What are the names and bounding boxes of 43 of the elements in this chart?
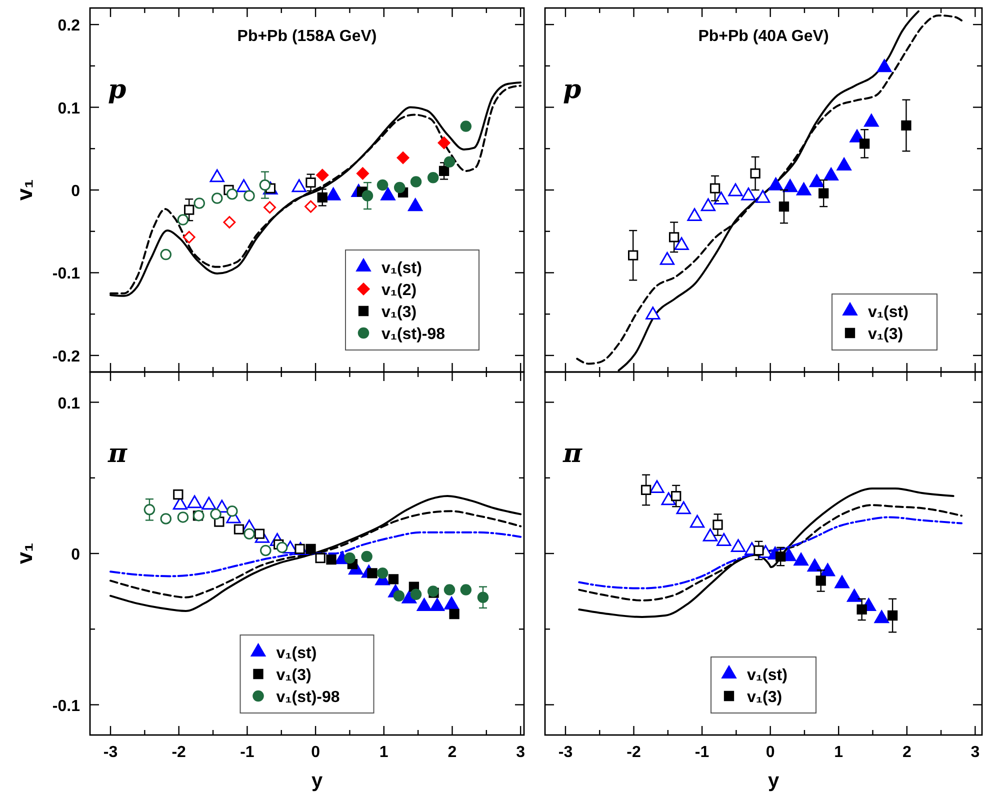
y-tick-label: 0.1 (58, 100, 80, 118)
legend-label: v₁(st)-98 (276, 689, 340, 706)
x-tick-label: 2 (448, 744, 457, 761)
x-tick-label: 3 (516, 744, 526, 761)
y-axis-title: v₁ (12, 542, 37, 564)
x-axis-title: y (311, 770, 324, 792)
annotation: p (108, 75, 126, 105)
y-tick-label: 0 (71, 546, 80, 564)
x-axis-title: y (768, 770, 780, 792)
text: Pb+Pb (40A GeV) (698, 28, 829, 45)
legend-label: v₁(3) (382, 304, 417, 321)
x-tick-label: -3 (558, 744, 573, 761)
x-tick-label: 0 (766, 744, 775, 761)
x-tick-label: 1 (834, 744, 844, 761)
y-tick-label: 0.2 (58, 18, 80, 35)
legend-label: v₁(st) (868, 304, 908, 321)
y-axis-title: v₁ (12, 179, 37, 201)
x-tick-label: -2 (626, 744, 641, 761)
x-tick-label: 0 (311, 744, 320, 761)
legend-label: v₁(3) (868, 326, 904, 343)
legend-label: v₁(2) (382, 282, 417, 299)
annotation: π (107, 439, 128, 469)
legend-label: v₁(st) (382, 260, 422, 277)
legend-label: v₁(st)-98 (382, 326, 446, 343)
x-tick-label: -3 (103, 744, 118, 761)
annotation: p (563, 75, 582, 105)
y-tick-label: -0.1 (52, 698, 80, 715)
x-tick-label: 1 (379, 744, 388, 761)
x-tick-label: 3 (970, 744, 980, 761)
y-tick-label: -0.2 (52, 348, 80, 366)
x-tick-label: 2 (902, 744, 912, 761)
x-tick-label: -2 (172, 744, 186, 761)
text: Pb+Pb (158A GeV) (237, 28, 377, 45)
y-tick-label: -0.1 (52, 266, 80, 283)
legend-label: v₁(3) (276, 667, 312, 684)
y-tick-label: 0 (71, 183, 80, 200)
legend-label: v₁(st) (747, 667, 788, 684)
legend-label: v₁(3) (747, 689, 782, 706)
annotation: π (562, 439, 583, 469)
y-tick-label: 0.1 (58, 395, 80, 412)
x-tick-label: -1 (694, 744, 710, 761)
x-tick-label: -1 (240, 744, 254, 761)
legend-label: v₁(st) (276, 645, 317, 662)
